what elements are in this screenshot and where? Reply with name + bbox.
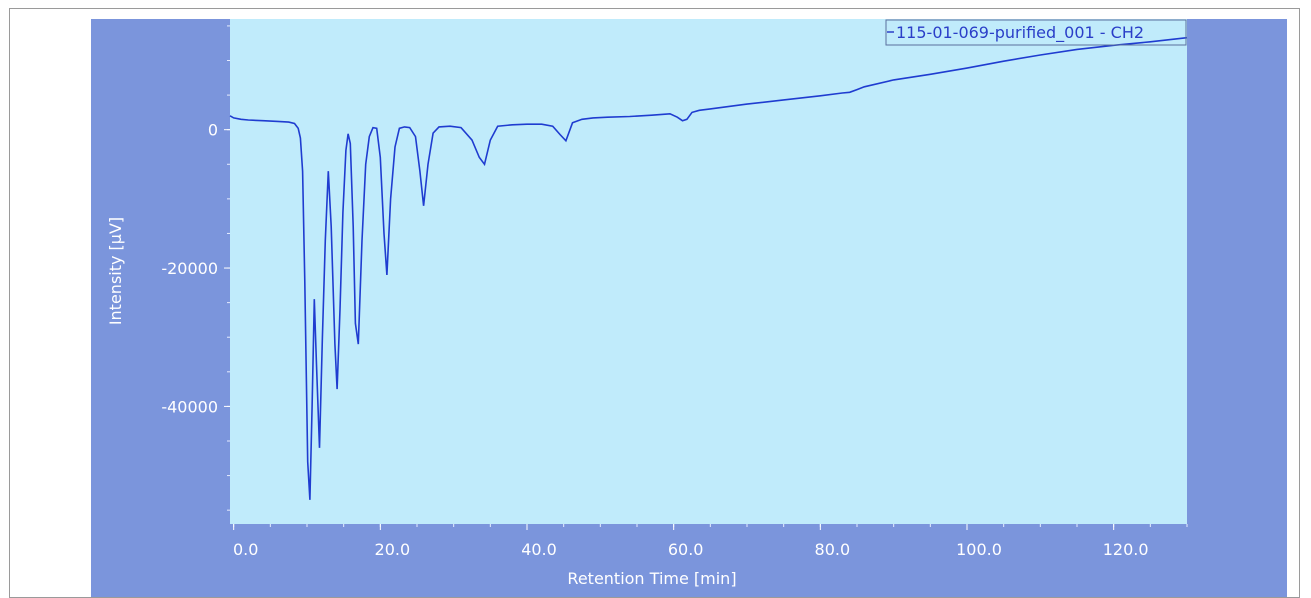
x-tick-label: 120.0 <box>1103 540 1149 559</box>
x-axis-label: Retention Time [min] <box>567 569 736 588</box>
x-tick-label: 80.0 <box>815 540 851 559</box>
x-tick-label: 20.0 <box>375 540 411 559</box>
y-axis: 0 -20000 -40000 <box>161 121 230 416</box>
x-tick-label: 100.0 <box>956 540 1002 559</box>
plot-area <box>230 19 1187 524</box>
y-tick-label: -40000 <box>161 397 218 416</box>
chart-frame: 0 -20000 -40000 0.0 20.0 40.0 60.0 80.0 100.0 12… <box>9 8 1300 598</box>
x-tick-label: 60.0 <box>668 540 704 559</box>
legend-box <box>885 19 1187 46</box>
x-tick-label: 0.0 <box>233 540 258 559</box>
y-axis-label: Intensity [µV] <box>106 217 125 325</box>
y-tick-label: -20000 <box>161 259 218 278</box>
chromatogram-chart: 0 -20000 -40000 0.0 20.0 40.0 60.0 80.0 100.0 12… <box>91 19 1287 597</box>
x-tick-label: 40.0 <box>521 540 557 559</box>
legend-label: 115-01-069-purified_001 - CH2 <box>896 23 1144 43</box>
series-line <box>229 36 1188 500</box>
y-tick-label: 0 <box>208 121 218 140</box>
legend: 115-01-069-purified_001 - CH2 <box>885 19 1187 46</box>
x-axis: 0.0 20.0 40.0 60.0 80.0 100.0 120.0 <box>233 524 1149 559</box>
